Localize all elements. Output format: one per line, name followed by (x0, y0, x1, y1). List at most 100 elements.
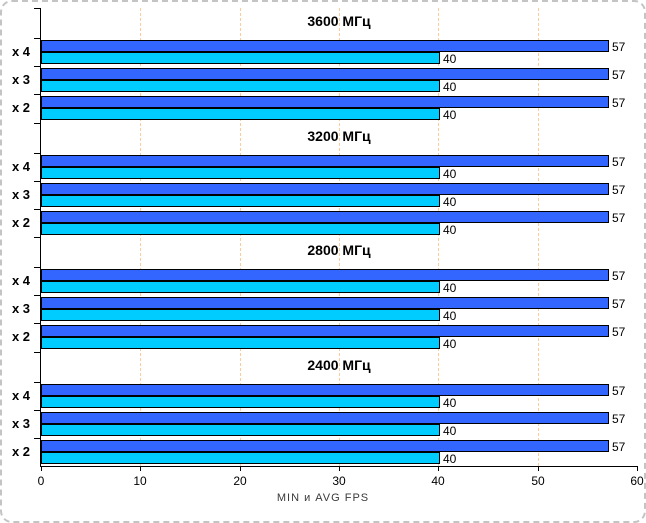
y-axis-tick (34, 295, 41, 296)
bar-avg (41, 211, 609, 223)
y-axis-tick (34, 94, 41, 95)
y-axis-tick (34, 153, 41, 154)
bar-avg (41, 68, 609, 80)
row-label: x 4 (11, 273, 31, 288)
bar-value-label: 57 (612, 325, 626, 339)
bar-value-label: 40 (443, 167, 457, 181)
bar-value-label: 57 (612, 412, 626, 426)
row-label: x 4 (11, 388, 31, 403)
bar-value-label: 57 (612, 269, 626, 283)
bar-value-label: 40 (443, 108, 457, 122)
y-axis-tick (34, 38, 41, 39)
x-tick-label: 50 (531, 474, 545, 488)
bar-value-label: 57 (612, 211, 626, 225)
bar-min (41, 337, 440, 349)
row-label: x 2 (11, 215, 31, 230)
row-label: x 2 (11, 100, 31, 115)
y-axis-tick (34, 237, 41, 238)
bar-min (41, 309, 440, 321)
bar-avg (41, 40, 609, 52)
bar-avg (41, 297, 609, 309)
x-axis-label: MIN и AVG FPS (276, 492, 370, 504)
bar-avg (41, 183, 609, 195)
x-tick-label: 40 (431, 474, 445, 488)
y-axis-tick (34, 410, 41, 411)
bar-value-label: 40 (443, 452, 457, 466)
bar-value-label: 40 (443, 195, 457, 209)
bar-min (41, 80, 440, 92)
plot-area: 0 10 20 30 40 50 60 3600 МГц x 4 57 40 x 3 57 40 x 2 57… (12, 8, 644, 488)
y-axis-tick (34, 438, 41, 439)
y-axis-tick (34, 209, 41, 210)
bar-value-label: 40 (443, 337, 457, 351)
bar-value-label: 40 (443, 223, 457, 237)
row-label: x 3 (11, 72, 31, 87)
y-axis-tick (34, 66, 41, 67)
bar-value-label: 57 (612, 68, 626, 82)
row-label: x 3 (11, 187, 31, 202)
bar-value-label: 40 (443, 281, 457, 295)
x-tick-label: 60 (630, 474, 644, 488)
gridline (140, 8, 141, 466)
bar-min (41, 396, 440, 408)
row-label: x 2 (11, 444, 31, 459)
bar-min (41, 452, 440, 464)
group-title: 3200 МГц (307, 128, 371, 144)
x-axis-tick (41, 466, 42, 471)
gridline (538, 8, 539, 466)
x-axis-tick (339, 466, 340, 471)
x-axis-tick (240, 466, 241, 471)
group-title: 3600 МГц (307, 13, 371, 29)
x-tick-label: 30 (332, 474, 346, 488)
row-label: x 2 (11, 329, 31, 344)
bar-avg (41, 440, 609, 452)
y-axis-tick (34, 352, 41, 353)
bar-value-label: 57 (612, 40, 626, 54)
y-axis-tick (34, 382, 41, 383)
bar-avg (41, 96, 609, 108)
row-label: x 4 (11, 159, 31, 174)
bar-avg (41, 269, 609, 281)
bar-value-label: 57 (612, 297, 626, 311)
y-axis-tick (34, 181, 41, 182)
bar-value-label: 40 (443, 396, 457, 410)
row-label: x 3 (11, 301, 31, 316)
bar-min (41, 52, 440, 64)
gridline (240, 8, 241, 466)
bar-value-label: 40 (443, 80, 457, 94)
bar-min (41, 167, 440, 179)
y-axis-tick (34, 8, 41, 9)
gridline (339, 8, 340, 466)
bar-avg (41, 384, 609, 396)
bar-value-label: 57 (612, 440, 626, 454)
bar-value-label: 57 (612, 155, 626, 169)
x-axis-tick (438, 466, 439, 471)
bar-value-label: 40 (443, 52, 457, 66)
bar-avg (41, 325, 609, 337)
bar-value-label: 57 (612, 384, 626, 398)
x-axis-tick (538, 466, 539, 471)
x-tick-label: 20 (233, 474, 247, 488)
group-title: 2400 МГц (307, 357, 371, 373)
bar-value-label: 57 (612, 96, 626, 110)
bar-value-label: 57 (612, 183, 626, 197)
bar-min (41, 195, 440, 207)
y-axis-tick (34, 267, 41, 268)
bar-min (41, 281, 440, 293)
bar-avg (41, 412, 609, 424)
bar-min (41, 424, 440, 436)
gridline (438, 8, 439, 466)
bar-min (41, 223, 440, 235)
y-axis-tick (34, 323, 41, 324)
row-label: x 3 (11, 416, 31, 431)
x-axis-tick (637, 466, 638, 471)
bar-value-label: 40 (443, 424, 457, 438)
y-axis-tick (34, 123, 41, 124)
group-title: 2800 МГц (307, 242, 371, 258)
x-tick-label: 10 (133, 474, 147, 488)
row-label: x 4 (11, 44, 31, 59)
bar-value-label: 40 (443, 309, 457, 323)
x-tick-label: 0 (37, 474, 45, 488)
bar-min (41, 108, 440, 120)
